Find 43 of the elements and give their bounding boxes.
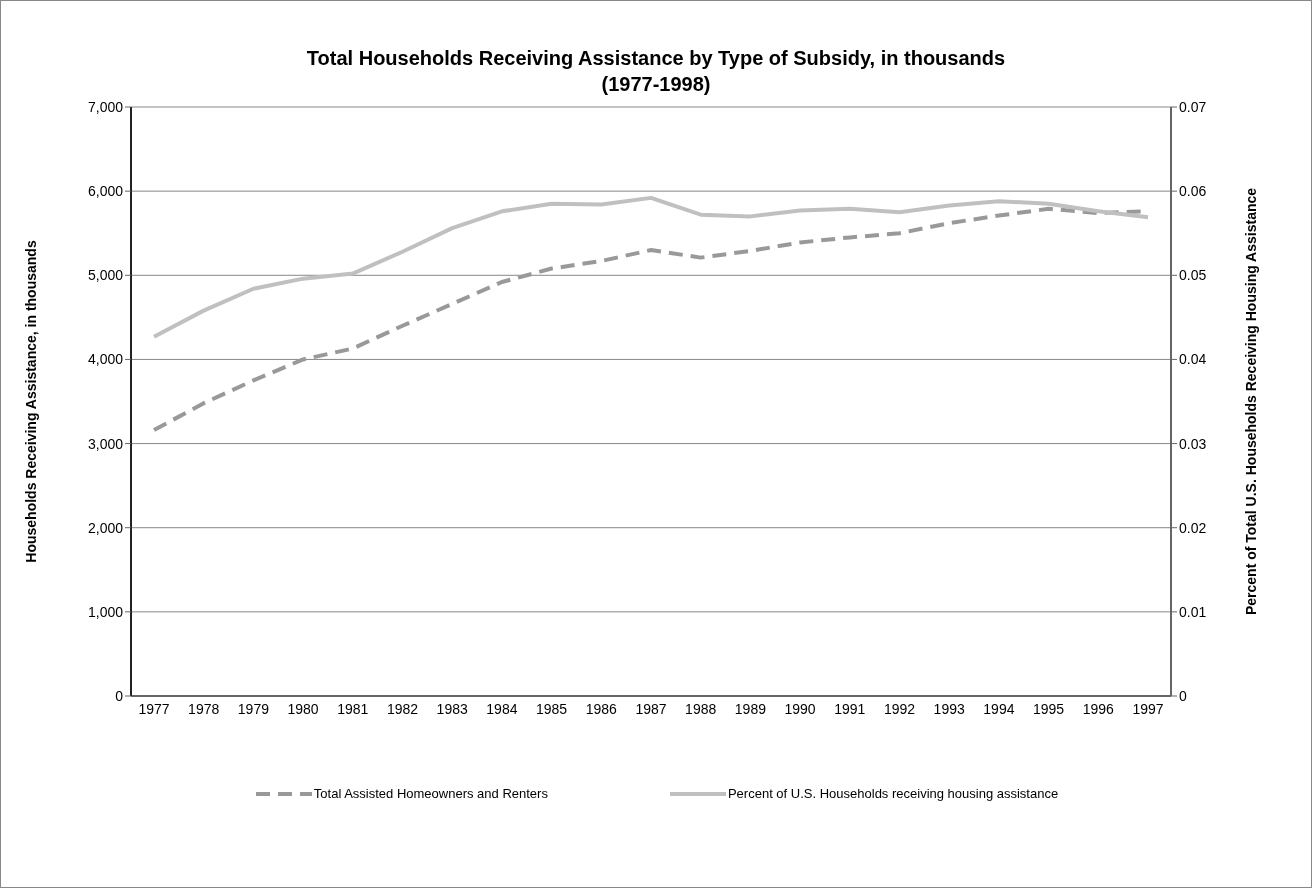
x-tick-label: 1985 (536, 700, 568, 717)
x-tick-label: 1982 (386, 700, 419, 717)
y2-tick-label: 0.07 (1179, 98, 1207, 115)
line-series (152, 195, 1150, 339)
x-tick-label: 1987 (635, 700, 667, 717)
y2-tick-label: 0.02 (1179, 519, 1207, 536)
x-tick-label: 1996 (1082, 700, 1115, 717)
y-tick-label: 6,000 (87, 183, 124, 200)
y-tick-label: 5,000 (87, 267, 124, 284)
x-tick-label: 1979 (237, 700, 270, 717)
x-tick-label: 1997 (1132, 700, 1164, 717)
y2-tick-label: 0.05 (1179, 267, 1207, 284)
x-tick-label: 1980 (287, 700, 319, 717)
x-tick-label: 1983 (436, 700, 468, 717)
y-tick-label: 0 (115, 687, 124, 704)
y-axis-title: Households Receiving Assistance, in thousands (22, 240, 39, 563)
x-tick-label: 1984 (486, 700, 518, 717)
x-tick-label: 1994 (983, 700, 1015, 717)
y-tick-label: 1,000 (87, 603, 124, 620)
x-tick-label: 1993 (933, 700, 965, 717)
y2-tick-label: 0 (1179, 687, 1187, 704)
y2-tick-label: 0.03 (1179, 435, 1207, 452)
y-tick-label: 3,000 (87, 435, 124, 452)
x-tick-label: 1988 (685, 700, 717, 717)
x-tick-label: 1991 (834, 700, 866, 717)
x-tick-label: 1986 (585, 700, 618, 717)
y-tick-label: 7,000 (87, 98, 124, 115)
x-tick-label: 1995 (1033, 700, 1065, 717)
chart-title: Total Households Receiving Assistance by Type of Subsidy, in thousands (1977-1998) (305, 46, 1007, 97)
y2-axis-title: Percent of Total U.S. Households Receiving Housing Assistance (1242, 187, 1259, 616)
y-tick-label: 2,000 (87, 519, 124, 536)
y-tick-label: 4,000 (87, 351, 124, 368)
x-tick-label: 1990 (784, 700, 816, 717)
x-tick-label: 1992 (883, 700, 916, 717)
x-tick-label: 1978 (188, 700, 220, 717)
x-tick-label: 1989 (734, 700, 767, 717)
x-tick-label: 1981 (337, 700, 369, 717)
legend-label: Total Assisted Homeowners and Renters (313, 786, 548, 801)
legend-label: Percent of U.S. Households receiving housing assistance (727, 786, 1059, 801)
y2-tick-label: 0.06 (1179, 183, 1207, 200)
y2-tick-label: 0.01 (1179, 603, 1207, 620)
y2-tick-label: 0.04 (1179, 351, 1207, 368)
x-tick-label: 1977 (138, 700, 170, 717)
